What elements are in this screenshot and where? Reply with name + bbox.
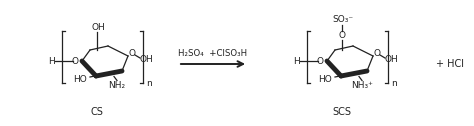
Text: n: n bbox=[391, 78, 397, 87]
Text: O: O bbox=[317, 56, 324, 66]
Text: + HCl: + HCl bbox=[436, 59, 464, 69]
Text: H: H bbox=[48, 56, 55, 66]
Text: O: O bbox=[128, 50, 136, 58]
Text: HO: HO bbox=[318, 74, 332, 84]
Text: OH: OH bbox=[139, 55, 153, 65]
Text: NH₃⁺: NH₃⁺ bbox=[351, 81, 373, 90]
Text: H: H bbox=[293, 56, 300, 66]
Text: SO₃⁻: SO₃⁻ bbox=[332, 14, 354, 24]
Text: CS: CS bbox=[91, 107, 103, 117]
Text: O: O bbox=[338, 30, 346, 39]
Text: NH₂: NH₂ bbox=[109, 81, 126, 90]
Text: O: O bbox=[374, 50, 381, 58]
Text: O: O bbox=[72, 56, 79, 66]
Text: SCS: SCS bbox=[332, 107, 352, 117]
Text: OH: OH bbox=[91, 23, 105, 32]
Text: HO: HO bbox=[73, 74, 87, 84]
Text: n: n bbox=[146, 78, 152, 87]
Text: H₂SO₄  +ClSO₃H: H₂SO₄ +ClSO₃H bbox=[178, 50, 247, 58]
Text: OH: OH bbox=[384, 55, 398, 65]
